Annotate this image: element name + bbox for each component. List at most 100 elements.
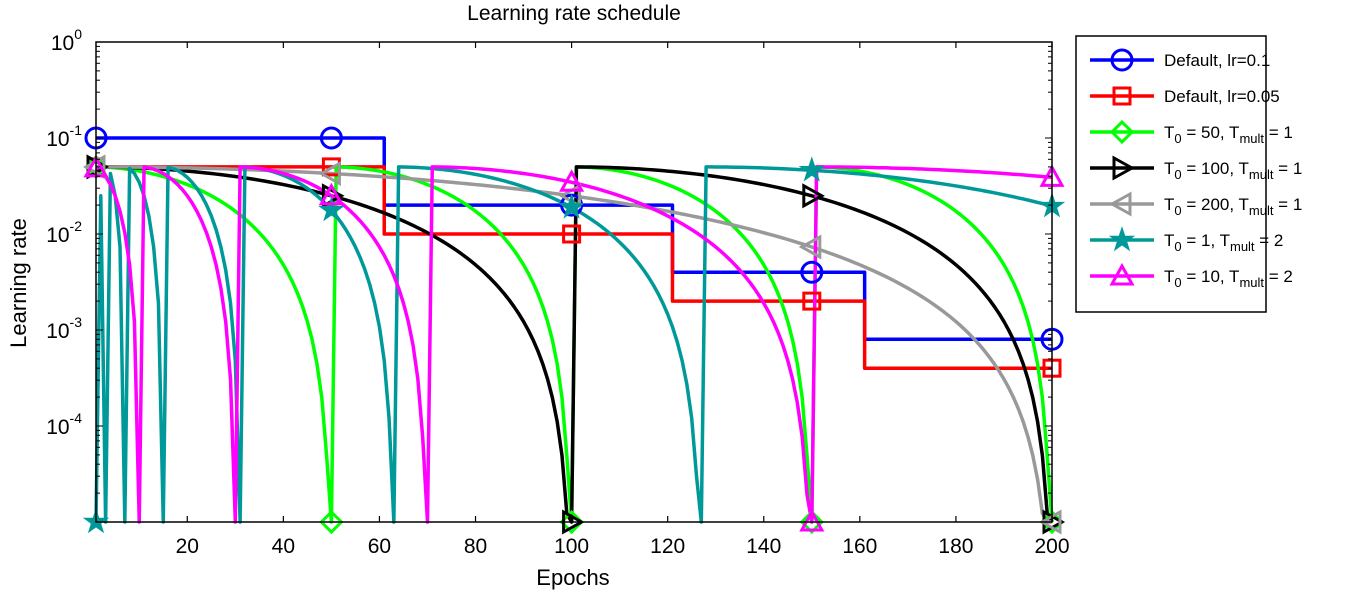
y-tick-label-2: 10-2 <box>46 218 82 247</box>
series-1-point-2 <box>562 224 582 244</box>
y-tick-label-3: 10-3 <box>46 314 82 343</box>
y-tick-label-1: 10-1 <box>46 122 82 151</box>
series-5-point-3 <box>798 156 825 182</box>
legend-label-6: T0 = 10, Tmult = 2 <box>1164 267 1293 290</box>
y-tick-base: 10 <box>46 224 69 247</box>
x-axis-title: Epochs <box>536 565 609 590</box>
series-3-point-3 <box>802 183 825 209</box>
series-2-point-1 <box>319 509 344 535</box>
series-6-point-1 <box>318 182 344 206</box>
legend-item-6: T0 = 10, Tmult = 2 <box>1090 262 1293 290</box>
legend-item-5: T0 = 1, Tmult = 2 <box>1090 226 1283 254</box>
legend-label-part: T <box>1164 159 1174 178</box>
legend-label-part: T <box>1164 123 1174 142</box>
axis-ticks <box>96 42 1053 523</box>
y-tick-label-4: 10-4 <box>46 410 82 439</box>
x-tick-label-0: 20 <box>176 535 199 558</box>
legend-marker-4 <box>1108 191 1132 217</box>
legend-label-part: = 2 <box>1264 267 1293 286</box>
legend-label-part: Default, lr=0.05 <box>1164 87 1280 106</box>
x-tick-labels: 20 40 60 80 100 120 140 160 180 200 <box>176 535 1070 558</box>
legend-box <box>1075 35 1267 313</box>
legend-item-0: Default, lr=0.1 <box>1090 48 1270 72</box>
legend-marker-2 <box>1109 119 1135 145</box>
series-4-point-1 <box>318 160 341 187</box>
legend-label-2: T0 = 50, Tmult = 1 <box>1164 123 1293 146</box>
legend-label-part: 0 <box>1174 275 1181 290</box>
series-0-point-1 <box>319 126 343 150</box>
x-tick-label-7: 160 <box>842 535 877 558</box>
y-tick-label-0: 100 <box>51 26 82 55</box>
legend-marker-5 <box>1108 226 1136 252</box>
legend-label-part: = 100, T <box>1182 159 1249 178</box>
legend-label-part: 0 <box>1174 167 1181 182</box>
legend-label-part: 0 <box>1174 131 1181 146</box>
legend-label-part: = 1 <box>1273 159 1302 178</box>
x-tick-label-8: 180 <box>938 535 973 558</box>
x-tick-label-6: 140 <box>746 535 781 558</box>
y-tick-base: 10 <box>46 320 69 343</box>
series-2-point-3 <box>799 509 824 535</box>
legend-label-part: T <box>1164 267 1174 286</box>
legend-label-part: = 50, T <box>1182 123 1240 142</box>
legend-item-1: Default, lr=0.05 <box>1090 86 1280 106</box>
legend-label-part: mult <box>1239 131 1264 146</box>
legend-label-part: mult <box>1249 167 1274 182</box>
y-tick-base: 10 <box>51 32 74 55</box>
legend-marker-6 <box>1109 262 1135 286</box>
series-line-6 <box>95 165 1053 524</box>
legend-label-3: T0 = 100, Tmult = 1 <box>1164 159 1302 182</box>
axes-frame <box>95 41 1053 523</box>
y-axis-title: Learning rate <box>6 218 31 348</box>
y-tick-exponent: -2 <box>70 218 83 234</box>
legend-label-part: 0 <box>1174 203 1181 218</box>
legend-marker-3 <box>1112 155 1136 181</box>
x-tick-label-3: 80 <box>464 535 487 558</box>
x-tick-label-2: 60 <box>368 535 391 558</box>
series-5-point-1 <box>318 196 345 222</box>
legend-label-part: = 2 <box>1255 231 1284 250</box>
legend-label-part: mult <box>1239 275 1264 290</box>
series-line-3 <box>95 165 1054 524</box>
x-tick-label-9: 200 <box>1034 535 1069 558</box>
legend-item-3: T0 = 100, Tmult = 1 <box>1090 155 1302 182</box>
y-tick-exponent: -3 <box>70 314 83 330</box>
x-tick-label-4: 100 <box>554 535 589 558</box>
legend-label-4: T0 = 200, Tmult = 1 <box>1164 195 1302 218</box>
legend-item-2: T0 = 50, Tmult = 1 <box>1090 119 1293 146</box>
series-4-point-3 <box>798 234 822 260</box>
legend-label-part: mult <box>1230 239 1255 254</box>
legend-label-part: = 200, T <box>1182 195 1249 214</box>
y-tick-base: 10 <box>46 128 69 151</box>
y-tick-exponent: -4 <box>70 410 83 426</box>
legend-label-part: Default, lr=0.1 <box>1164 51 1270 70</box>
legend-label-part: 0 <box>1174 239 1181 254</box>
legend-label-5: T0 = 1, Tmult = 2 <box>1164 231 1283 254</box>
legend-marker-1 <box>1112 86 1132 106</box>
series-1-point-3 <box>802 291 822 311</box>
y-tick-exponent: 0 <box>74 26 82 42</box>
legend-label-part: mult <box>1249 203 1274 218</box>
x-tick-label-5: 120 <box>650 535 685 558</box>
series-4-point-4 <box>1038 509 1062 535</box>
legend-label-1: Default, lr=0.05 <box>1164 87 1280 106</box>
legend-item-4: T0 = 200, Tmult = 1 <box>1090 191 1302 218</box>
series-6-point-3 <box>799 508 825 532</box>
legend-label-part: = 1 <box>1273 195 1302 214</box>
chart-title: Learning rate schedule <box>467 2 681 25</box>
x-tick-label-1: 40 <box>272 535 295 558</box>
y-tick-exponent: -1 <box>70 122 83 138</box>
legend-label-part: = 1 <box>1264 123 1293 142</box>
y-tick-base: 10 <box>46 416 69 439</box>
series-5-point-2 <box>558 193 585 219</box>
legend-label-part: = 1, T <box>1182 231 1230 250</box>
series-6-point-2 <box>559 169 585 192</box>
legend-label-part: = 10, T <box>1182 267 1240 286</box>
legend-label-part: T <box>1164 231 1174 250</box>
legend-label-0: Default, lr=0.1 <box>1164 51 1270 70</box>
legend-label-part: T <box>1164 195 1174 214</box>
legend-marker-0 <box>1110 48 1134 72</box>
